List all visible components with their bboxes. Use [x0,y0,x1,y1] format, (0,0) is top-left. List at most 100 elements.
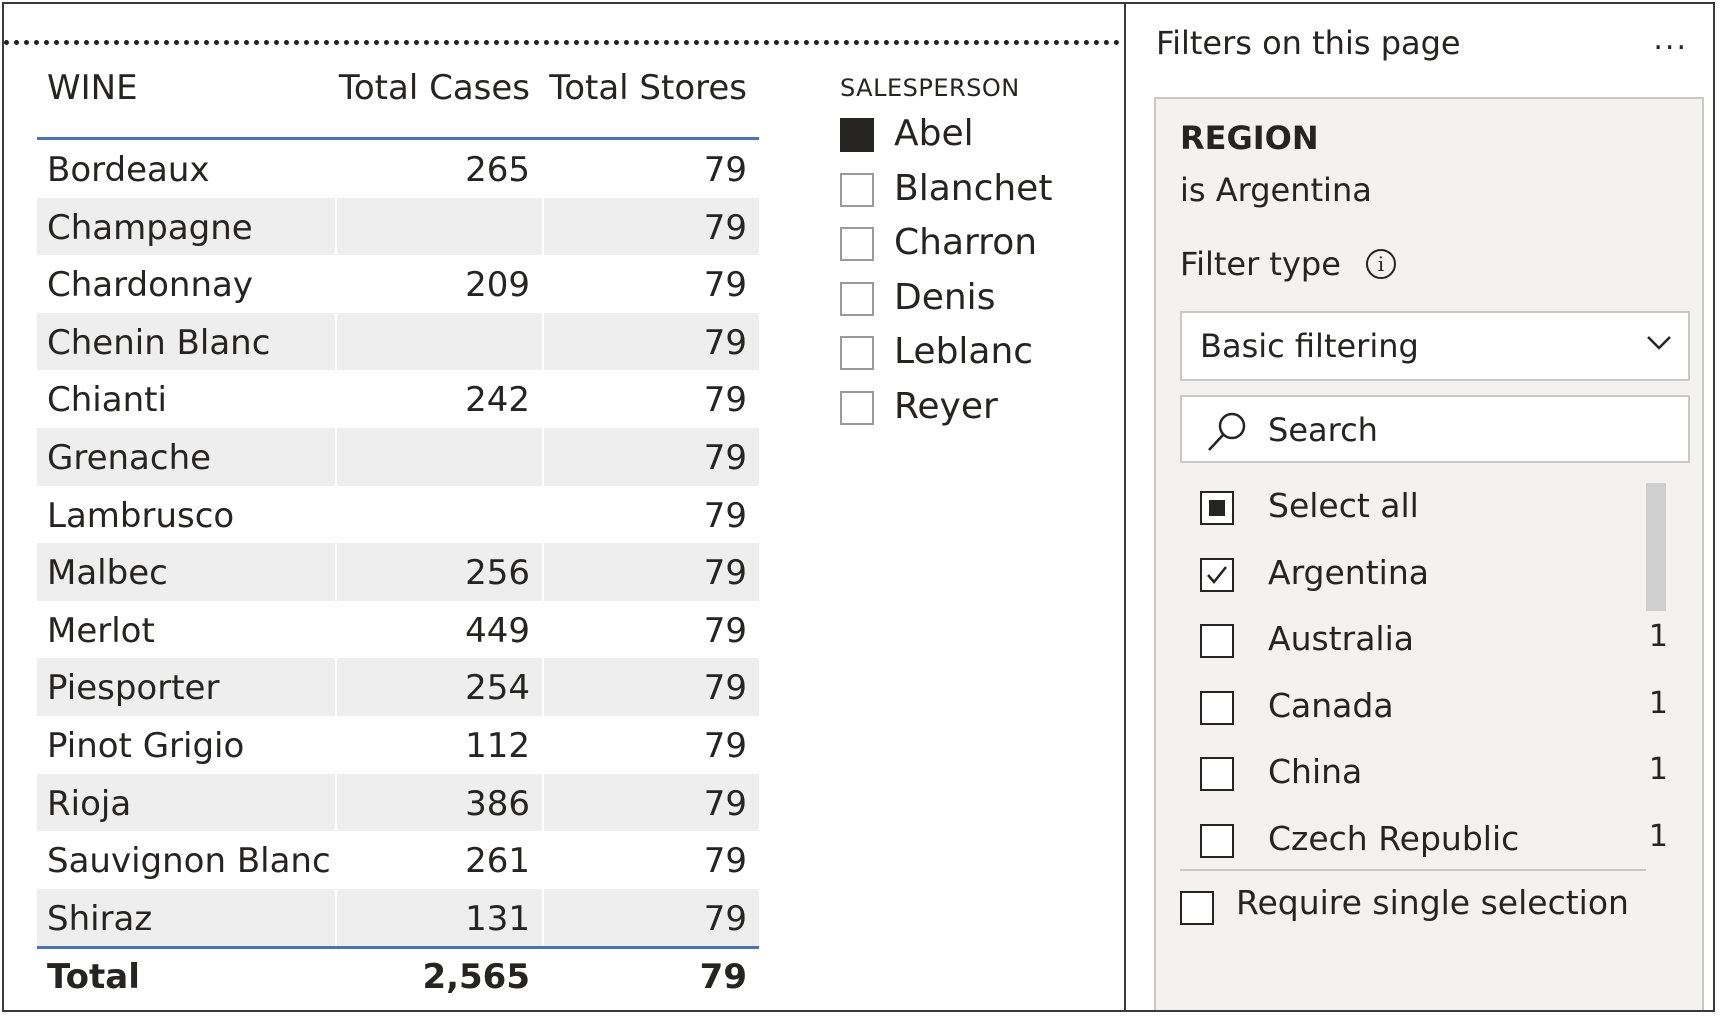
wine-name-cell: Piesporter [47,668,220,709]
chevron-down-icon [1647,336,1671,350]
filter-option[interactable]: Czech Republic 1 [1180,810,1670,868]
options-scrollbar[interactable] [1646,483,1666,611]
list-divider [1180,869,1646,871]
slicer-checkbox[interactable] [840,118,874,152]
column-header-wine[interactable]: WINE [47,68,138,108]
column-separator [542,312,544,371]
total-stores-cell: 79 [703,207,747,248]
slicer-item-label: Blanchet [894,167,1053,209]
table-row[interactable]: Chianti 242 79 [37,370,759,428]
filter-field-name[interactable]: REGION [1180,119,1319,157]
table-row[interactable]: Grenache 79 [37,427,759,486]
slicer-checkbox[interactable] [840,281,874,316]
total-stores-value: 79 [699,957,747,998]
table-row[interactable]: Bordeaux 265 79 [37,140,759,198]
search-input[interactable] [1266,405,1670,455]
wine-name-cell: Lambrusco [47,495,235,536]
total-cases-value: 2,565 [422,957,530,998]
slicer-item-label: Abel [894,113,974,154]
visual-border-dotted [4,40,1120,45]
slicer-item[interactable]: Abel [840,110,1100,165]
total-stores-cell: 79 [703,725,747,766]
slicer-checkbox[interactable] [840,227,874,261]
slicer-item[interactable]: Denis [840,274,1100,329]
wine-name-cell: Shiraz [47,898,153,939]
filter-type-dropdown[interactable]: Basic filtering [1180,311,1690,381]
wine-name-cell: Chardonnay [47,265,253,306]
slicer-item-label: Denis [894,276,996,318]
filter-summary: is Argentina [1180,171,1372,209]
column-separator [335,197,337,256]
require-single-label: Require single selection [1236,883,1629,922]
table-row[interactable]: Chenin Blanc 79 [37,312,759,371]
filter-option[interactable]: Canada 1 [1180,677,1670,744]
total-cases-cell: 131 [465,898,530,939]
table-row[interactable]: Malbec 256 79 [37,543,759,601]
filter-option-checkbox[interactable] [1200,491,1234,525]
filter-option-checkbox[interactable] [1200,557,1234,592]
total-cases-cell: 261 [465,841,530,882]
slicer-item[interactable]: Charron [840,219,1100,274]
filter-option[interactable]: China 1 [1180,743,1670,810]
table-body: Bordeaux 265 79 Champagne 79 Chardonnay 209 79 C… [37,140,759,947]
filter-search-box[interactable] [1180,395,1690,463]
filter-option-checkbox[interactable] [1200,823,1234,858]
slicer-checkbox[interactable] [840,390,874,425]
require-single-selection[interactable]: Require single selection [1180,883,1670,939]
filter-option-checkbox[interactable] [1200,690,1234,725]
total-stores-cell: 79 [703,610,747,651]
total-stores-cell: 79 [703,495,747,536]
filter-option[interactable]: Select all [1180,477,1670,544]
table-row[interactable]: Chardonnay 209 79 [37,255,759,313]
slicer-item[interactable]: Reyer [840,383,1100,438]
table-row[interactable]: Sauvignon Blanc 261 79 [37,831,759,889]
slicer-checkbox[interactable] [840,336,874,370]
table-row[interactable]: Merlot 449 79 [37,601,759,659]
column-header-total-cases[interactable]: Total Cases [338,68,530,108]
wine-name-cell: Grenache [47,437,212,478]
table-row[interactable]: Lambrusco 79 [37,486,759,544]
require-single-checkbox[interactable] [1180,891,1214,925]
wine-name-cell: Chenin Blanc [47,322,271,363]
table-row[interactable]: Pinot Grigio 112 79 [37,716,759,774]
column-separator [542,888,544,947]
table-header: WINE Total Cases Total Stores [37,54,759,140]
column-header-total-stores[interactable]: Total Stores [549,68,747,108]
total-stores-cell: 79 [703,783,747,824]
wine-name-cell: Champagne [47,207,253,248]
total-stores-cell: 79 [703,265,747,306]
column-separator [335,312,337,371]
filter-option-label: Select all [1268,486,1419,525]
filters-pane: Filters on this page ... REGION is Argen… [1124,4,1713,1010]
region-filter-card: REGION is Argentina Filter type i Basic … [1154,97,1704,1010]
table-row[interactable]: Rioja 386 79 [37,773,759,832]
total-stores-cell: 79 [703,668,747,709]
search-icon [1208,412,1246,451]
checkmark-icon [1207,565,1227,584]
info-icon[interactable]: i [1366,249,1396,279]
wine-table-visual[interactable]: WINE Total Cases Total Stores Bordeaux 26… [37,54,759,1007]
filter-option-label: China [1268,752,1363,791]
column-separator [542,773,544,832]
slicer-item[interactable]: Blanchet [840,165,1100,220]
filter-option[interactable]: Argentina1 [1180,544,1670,611]
filter-option-checkbox[interactable] [1200,624,1234,658]
filter-option-checkbox[interactable] [1200,757,1234,791]
table-row[interactable]: Champagne 79 [37,197,759,256]
total-cases-cell: 242 [465,380,530,421]
slicer-checkbox[interactable] [840,172,874,207]
total-cases-cell: 254 [465,668,530,709]
table-row[interactable]: Piesporter 254 79 [37,658,759,716]
total-stores-cell: 79 [703,553,747,594]
table-row[interactable]: Shiraz 131 79 [37,888,759,947]
slicer-item-label: Reyer [894,385,998,427]
slicer-item[interactable]: Leblanc [840,328,1100,383]
filter-option-label: Argentina [1268,552,1429,592]
wine-name-cell: Pinot Grigio [47,725,245,766]
total-cases-cell: 256 [465,553,530,594]
filter-option[interactable]: Australia 1 [1180,610,1670,677]
more-options-icon[interactable]: ... [1653,22,1688,57]
filter-option-count: 1 [1648,818,1668,854]
total-stores-cell: 79 [703,841,747,882]
